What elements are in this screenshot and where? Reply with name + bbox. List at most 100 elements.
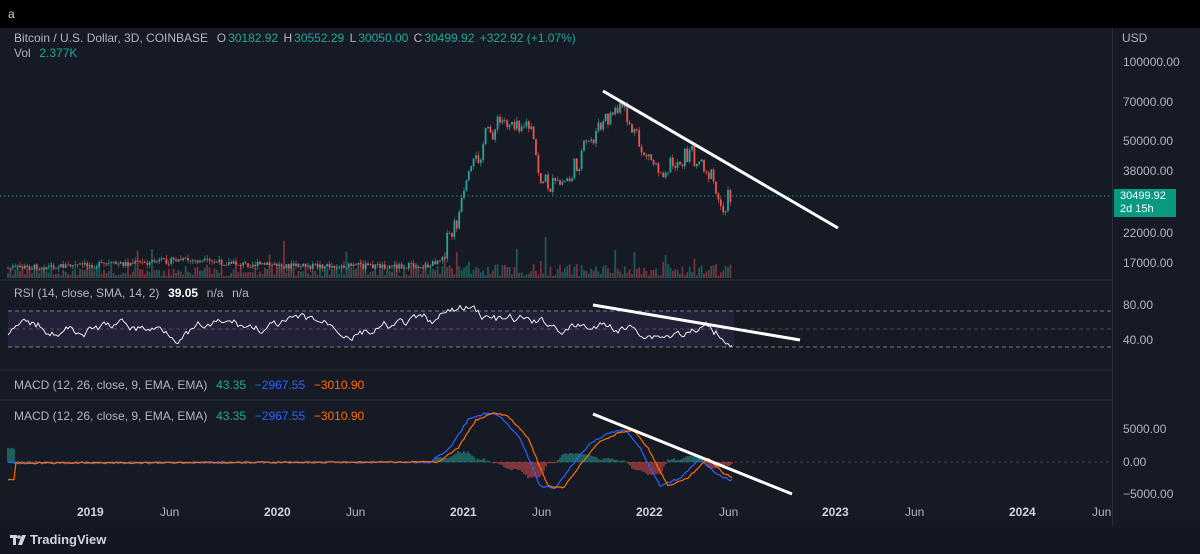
volume-bar	[391, 271, 393, 278]
volume-bar	[436, 266, 439, 278]
candle-body	[566, 178, 569, 182]
volume-bar	[669, 267, 672, 278]
volume-bar	[321, 275, 324, 278]
macd-histogram-bar	[13, 448, 15, 463]
candle-body	[520, 126, 523, 132]
candle-body	[187, 257, 189, 261]
candle-body	[436, 260, 439, 265]
volume-bar	[14, 269, 17, 278]
candle-body	[439, 260, 441, 262]
macd-legend[interactable]: MACD (12, 26, close, 9, EMA, EMA) 43.35 …	[14, 409, 366, 423]
candle-body	[105, 263, 108, 265]
candle-body	[263, 263, 266, 265]
macd-signal: −3010.90	[313, 409, 365, 423]
candle-body	[311, 263, 314, 269]
volume-bar	[484, 275, 487, 278]
macd-histogram-bar	[511, 462, 513, 470]
volume-bar	[683, 275, 686, 278]
volume-bar	[256, 274, 259, 278]
price-trendline[interactable]	[602, 89, 839, 230]
candle-body	[81, 263, 84, 265]
macd-histogram-bar	[667, 459, 669, 463]
volume-bar	[592, 270, 595, 278]
candle-body	[391, 265, 393, 267]
macd-histogram-bar	[571, 453, 573, 463]
volume-bar	[679, 274, 681, 278]
volume-bar	[323, 269, 326, 278]
volume-bar	[201, 270, 204, 278]
candle-body	[544, 174, 547, 182]
macd-histogram-bar	[687, 456, 689, 463]
volume-bar	[122, 272, 125, 278]
candle-body	[412, 263, 415, 268]
candle-body	[515, 120, 518, 129]
rsi-legend[interactable]: RSI (14, close, SMA, 14, 2) 39.05 n/a n/…	[14, 286, 251, 300]
macd-histogram-bar	[471, 455, 473, 463]
candle-body	[592, 139, 595, 144]
candle-body	[129, 262, 132, 266]
candle-body	[448, 233, 451, 234]
macd-histogram-bar	[725, 462, 727, 465]
symbol-legend[interactable]: Bitcoin / U.S. Dollar, 3D, COINBASE O 301…	[14, 31, 578, 45]
candle-body	[211, 260, 213, 262]
macd-trendline[interactable]	[592, 412, 793, 496]
volume-bar	[347, 268, 350, 278]
volume-bar	[400, 275, 403, 278]
candle-body	[57, 267, 60, 269]
candle-body	[295, 263, 297, 267]
macd-histogram-bar	[655, 462, 657, 475]
macd-histogram-bar	[711, 462, 713, 469]
time-label-2021: 2021	[450, 505, 477, 519]
chart-canvas[interactable]	[0, 28, 1112, 526]
volume-bar	[489, 273, 492, 278]
volume-bar	[50, 262, 53, 278]
volume-bar	[544, 237, 547, 278]
candle-body	[249, 266, 252, 268]
candle-body	[503, 120, 506, 122]
macd-histogram-bar	[547, 462, 549, 464]
macd-histogram-bar	[603, 458, 605, 463]
candle-body	[693, 146, 696, 167]
candle-body	[127, 262, 129, 266]
candle-body	[635, 128, 638, 131]
macd-top-macd: −2967.55	[254, 378, 306, 392]
volume-bar	[628, 269, 631, 278]
macd-histogram-bar	[503, 462, 505, 468]
price-axis[interactable]	[1112, 28, 1200, 526]
time-label-2023: 2023	[822, 505, 849, 519]
candle-body	[535, 139, 537, 156]
candle-body	[194, 260, 197, 262]
volume-bar	[67, 274, 69, 278]
candle-body	[724, 210, 727, 213]
volume-bar	[47, 272, 50, 278]
macd-histogram-bar	[573, 453, 575, 463]
volume-bar	[691, 271, 693, 278]
candle-body	[523, 126, 525, 128]
macd-histogram-bar	[505, 462, 507, 469]
volume-bar	[647, 275, 650, 278]
candle-body	[319, 264, 321, 268]
chart-area[interactable]	[0, 28, 1200, 526]
candle-body	[14, 266, 17, 267]
macd-histogram-bar	[643, 462, 645, 472]
candle-body	[671, 157, 674, 166]
macd-top-legend[interactable]: MACD (12, 26, close, 9, EMA, EMA) 43.35 …	[14, 378, 366, 392]
volume-legend[interactable]: Vol 2.377K	[14, 46, 79, 60]
symbol-title: Bitcoin / U.S. Dollar, 3D, COINBASE	[14, 31, 209, 45]
volume-bar	[299, 271, 302, 278]
macd-histogram-bar	[543, 462, 545, 471]
candle-body	[479, 159, 482, 163]
candle-body	[239, 265, 242, 266]
candle-body	[86, 262, 89, 267]
rsi-trendline[interactable]	[592, 303, 801, 342]
candle-body	[611, 112, 614, 115]
volume-bar	[530, 271, 533, 278]
vol-value: 2.377K	[39, 46, 78, 60]
candle-body	[21, 267, 24, 269]
price-tick: 38000.00	[1123, 164, 1174, 178]
volume-bar	[549, 266, 552, 278]
candle-body	[323, 266, 326, 269]
candle-body	[177, 259, 180, 262]
time-label-2020: 2020	[264, 505, 291, 519]
volume-bar	[712, 265, 715, 278]
